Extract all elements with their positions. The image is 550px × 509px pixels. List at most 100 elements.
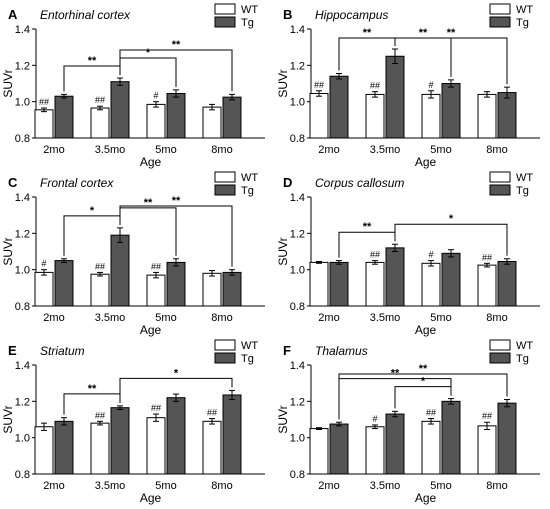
x-tick-label: 8mo	[211, 480, 232, 492]
significance-mark: ##	[370, 81, 380, 91]
chart-panel-d: D Corpus callosum 0.8 1.0 1.2 1.4 SUVr 2mo ## 3.5…	[276, 171, 540, 337]
x-axis-label: Age	[415, 323, 437, 337]
bracket-label: **	[144, 197, 153, 209]
bar-wt	[146, 103, 166, 139]
y-tick-label: 1.0	[290, 97, 305, 109]
x-tick-label: 8mo	[486, 480, 507, 492]
significance-bracket	[394, 223, 508, 256]
bar-tg	[385, 413, 405, 475]
bar-tg	[441, 400, 461, 475]
chart-panel-e: E Striatum 0.8 1.0 1.2 1.4 SUVr 2mo ## 3.5mo ## 5mo…	[1, 339, 265, 505]
bar-wt	[34, 426, 54, 475]
significance-mark: ##	[482, 411, 492, 421]
x-tick-label: 2mo	[43, 144, 64, 156]
bracket-label: **	[419, 27, 428, 39]
y-tick-label: 0.8	[15, 301, 30, 313]
bracket-label: **	[447, 27, 456, 39]
x-tick-label: 8mo	[211, 144, 232, 156]
x-tick-label: 2mo	[318, 312, 339, 324]
bar-tg	[222, 394, 242, 475]
legend-swatch-wt	[214, 171, 236, 183]
x-tick-label: 5mo	[430, 312, 451, 324]
legend-swatch-tg	[214, 352, 236, 364]
significance-bracket	[338, 373, 508, 420]
x-tick-label: 5mo	[155, 480, 176, 492]
bar-tg	[166, 261, 186, 307]
y-tick-label: 1.0	[15, 265, 30, 277]
bar-wt	[421, 93, 441, 139]
legend-swatch-tg	[489, 16, 511, 28]
significance-mark: #	[428, 80, 433, 90]
bar-wt	[90, 422, 110, 475]
significance-mark: ##	[426, 408, 436, 418]
y-tick-label: 0.8	[15, 133, 30, 145]
legend-swatch-wt	[214, 339, 236, 351]
bar-wt	[421, 262, 441, 307]
bracket-label: **	[172, 39, 181, 51]
bar-wt	[202, 272, 222, 307]
legend-swatch-tg	[489, 352, 511, 364]
bracket-label: **	[88, 383, 97, 395]
y-tick-label: 1.2	[15, 60, 30, 72]
significance-mark: ##	[95, 410, 105, 420]
legend-label: Tg	[241, 185, 254, 197]
bar-wt	[309, 92, 329, 139]
y-tick-label: 1.2	[15, 228, 30, 240]
bar-tg	[497, 92, 517, 139]
significance-mark: #	[372, 414, 377, 424]
y-tick-label: 1.0	[15, 433, 30, 445]
y-tick-label: 0.8	[15, 469, 30, 481]
significance-mark: ##	[39, 97, 49, 107]
bar-wt	[146, 417, 166, 475]
bar-tg	[385, 247, 405, 307]
bar-wt	[202, 420, 222, 475]
legend-swatch-wt	[214, 3, 236, 15]
significance-mark: ##	[482, 252, 492, 262]
y-tick-label: 1.2	[290, 396, 305, 408]
bar-tg	[497, 402, 517, 475]
legend-label: WT	[516, 4, 533, 16]
bar-tg	[329, 75, 349, 139]
bar-tg	[329, 261, 349, 307]
bar-wt	[309, 261, 329, 307]
bar-tg	[222, 96, 242, 139]
legend-swatch-tg	[214, 184, 236, 196]
bar-wt	[477, 425, 497, 475]
y-tick-label: 0.8	[290, 301, 305, 313]
x-tick-label: 3.5mo	[95, 480, 126, 492]
chart-panel-b: B Hippocampus 0.8 1.0 1.2 1.4 SUVr ## 2mo ## 3.5mo…	[276, 3, 540, 169]
panel-letter: E	[8, 343, 17, 358]
bracket-label: **	[363, 221, 372, 233]
significance-mark: ##	[151, 403, 161, 413]
bar-wt	[365, 261, 385, 307]
bracket-label: *	[421, 376, 426, 388]
x-tick-label: 2mo	[318, 144, 339, 156]
bracket-label: *	[449, 213, 454, 225]
legend-label: WT	[241, 4, 258, 16]
legend-label: Tg	[516, 185, 529, 197]
panel-letter: C	[8, 175, 18, 190]
bar-wt	[309, 428, 329, 475]
x-tick-label: 2mo	[318, 480, 339, 492]
significance-mark: ##	[95, 95, 105, 105]
x-axis-label: Age	[415, 155, 437, 169]
x-tick-label: 2mo	[43, 312, 64, 324]
y-axis-label: SUVr	[1, 69, 15, 97]
bar-tg	[329, 423, 349, 475]
x-tick-label: 8mo	[486, 144, 507, 156]
y-tick-label: 1.2	[290, 228, 305, 240]
legend-swatch-wt	[489, 3, 511, 15]
bar-wt	[90, 273, 110, 307]
bracket-label: *	[90, 205, 95, 217]
bracket-label: *	[146, 47, 151, 59]
legend-label: WT	[241, 340, 258, 352]
significance-mark: ##	[151, 261, 161, 271]
y-tick-label: 1.2	[290, 60, 305, 72]
panel-letter: A	[8, 7, 18, 22]
x-tick-label: 5mo	[430, 480, 451, 492]
x-tick-label: 3.5mo	[370, 480, 401, 492]
legend-label: Tg	[241, 353, 254, 365]
y-tick-label: 1.4	[290, 360, 305, 372]
y-axis-label: SUVr	[276, 237, 290, 265]
legend-label: WT	[516, 340, 533, 352]
